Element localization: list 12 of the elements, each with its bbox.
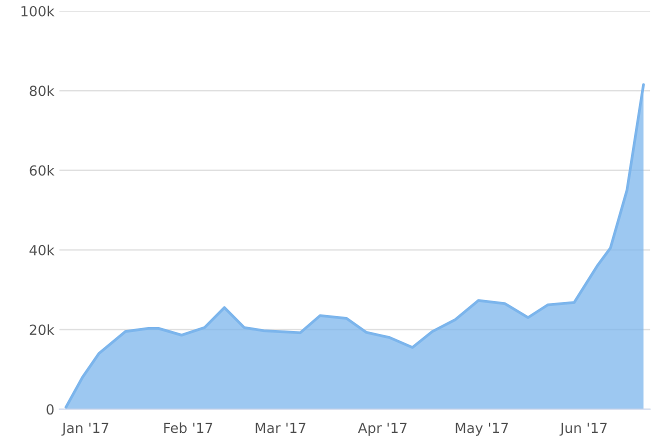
y-tick-label: 80k — [30, 85, 54, 96]
y-tick-label: 100k — [22, 6, 54, 16]
x-tick-label: Mar '17 — [256, 422, 306, 434]
x-tick-label: Apr '17 — [358, 422, 407, 436]
x-tick-label: May '17 — [456, 422, 508, 436]
x-tick-label: Jun '17 — [560, 422, 607, 436]
y-tick-label: 40k — [30, 244, 54, 256]
y-tick-label: 0 — [46, 404, 54, 415]
x-tick-label: Feb '17 — [164, 422, 212, 434]
x-tick-label: Jan '17 — [61, 422, 108, 436]
y-tick-label: 60k — [30, 165, 54, 176]
y-tick-label: 20k — [30, 324, 54, 336]
